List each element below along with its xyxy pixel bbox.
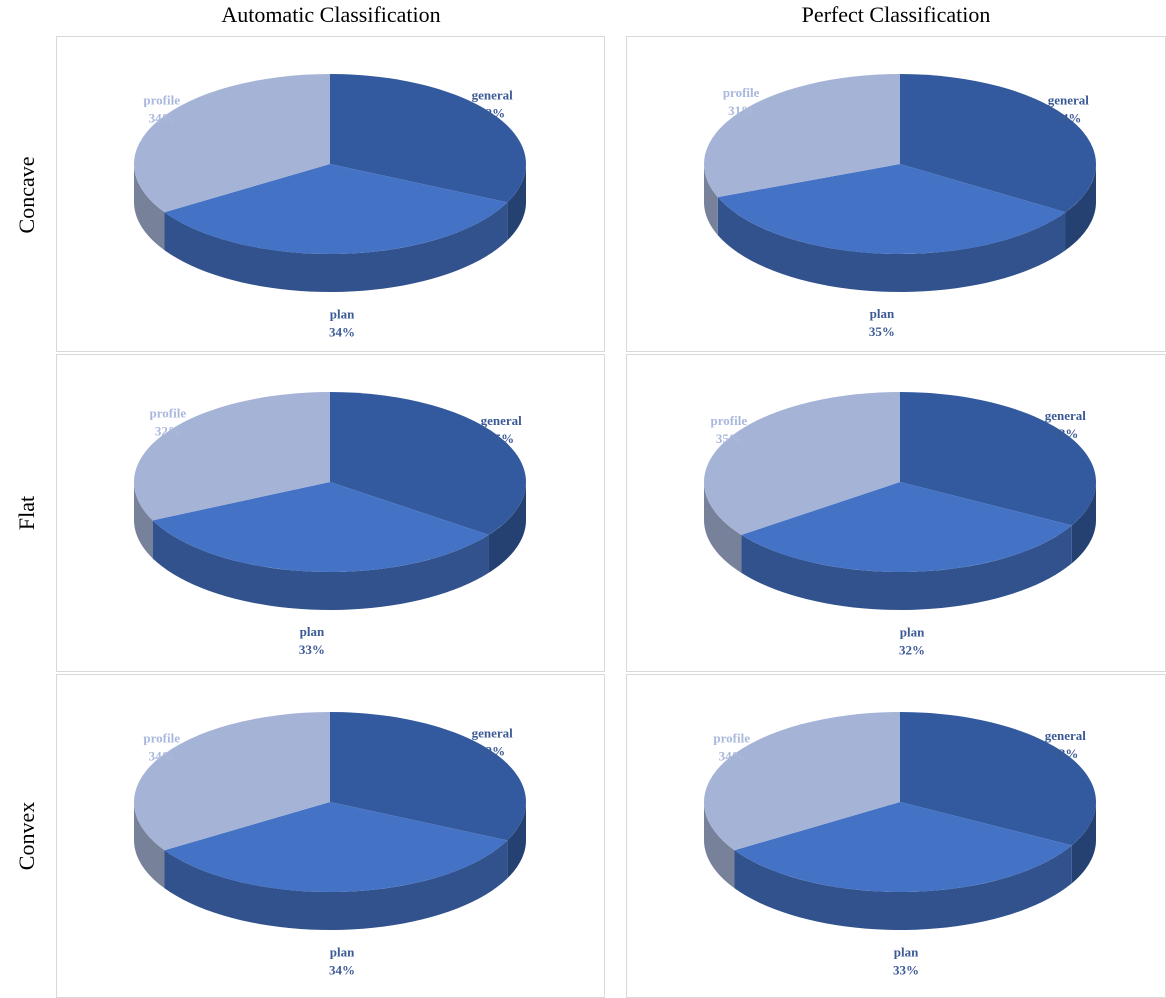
pie-slice [330, 712, 526, 841]
data-label-value: 32% [479, 743, 505, 758]
pie-side [741, 525, 1072, 610]
pie-slice [164, 164, 508, 254]
row-label: Concave [14, 157, 39, 234]
data-label-value: 33% [1052, 746, 1078, 761]
pie-slice [900, 392, 1096, 526]
data-label-name: plan [330, 944, 355, 959]
column-title: Automatic Classification [221, 2, 440, 27]
data-label-name: profile [150, 405, 187, 420]
pie-side [717, 197, 1066, 292]
pie-side [507, 164, 526, 241]
pie-slice [900, 712, 1096, 846]
data-label-value: 34% [329, 324, 355, 339]
chart-panel: general 33% plan 33% profile 34% [626, 674, 1166, 998]
pie-slice [717, 164, 1066, 254]
pie-slice [741, 482, 1072, 572]
data-label-value: 33% [1052, 426, 1078, 441]
data-label-name: plan [300, 624, 325, 639]
pie-side [164, 840, 508, 930]
data-label-value: 34% [719, 748, 745, 763]
data-label-value: 33% [893, 962, 919, 977]
pie-slice [900, 74, 1096, 213]
data-label-value: 32% [479, 105, 505, 120]
pie-side [134, 482, 153, 559]
chart-panel: general 34% plan 35% profile 31% [626, 36, 1166, 352]
pie-side [734, 845, 1072, 930]
data-label-name: general [472, 87, 514, 102]
pie-side [164, 202, 508, 292]
chart-panel: general 33% plan 32% profile 35% [626, 354, 1166, 672]
data-label-name: plan [330, 306, 355, 321]
data-label-value: 34% [329, 962, 355, 977]
data-label-value: 32% [899, 642, 925, 657]
pie-slice [164, 802, 508, 892]
pie-slice [704, 74, 900, 198]
pie-slice [133, 392, 330, 521]
data-label-name: plan [870, 306, 895, 321]
data-label-name: profile [143, 730, 180, 745]
pie-slice [734, 802, 1072, 892]
pie-side [704, 802, 735, 889]
pie-side [134, 164, 165, 251]
data-label-value: 34% [1055, 110, 1081, 125]
row-label: Convex [14, 802, 39, 870]
pie-side [704, 482, 742, 573]
data-label-value: 34% [149, 110, 175, 125]
data-label-value: 32% [155, 423, 181, 438]
pie-side [507, 802, 526, 879]
panel-border [56, 354, 605, 672]
data-label-name: general [1048, 92, 1090, 107]
pie-side [152, 520, 489, 610]
pie-side [1065, 164, 1096, 251]
pie-side [1071, 482, 1096, 564]
pie-slice [704, 712, 900, 851]
pie-slice [330, 74, 526, 203]
data-label-name: profile [711, 413, 748, 428]
chart-panel: general 32% plan 34% profile 34% [56, 674, 605, 998]
data-label-value: 31% [728, 103, 754, 118]
pie-side [1071, 802, 1096, 884]
pie-slice [134, 712, 330, 851]
pie-side [704, 164, 718, 236]
data-label-name: general [1045, 408, 1087, 423]
data-label-name: profile [143, 92, 180, 107]
row-label: Flat [14, 496, 39, 530]
data-label-name: general [481, 413, 523, 428]
data-label-value: 35% [869, 324, 895, 339]
pie-slice [330, 392, 526, 535]
data-label-value: 35% [716, 431, 742, 446]
data-label-name: plan [900, 624, 925, 639]
data-label-value: 34% [149, 748, 175, 763]
chart-panel: general 32% plan 34% profile 34% [56, 36, 605, 352]
data-label-name: profile [723, 85, 760, 100]
data-label-name: general [472, 725, 514, 740]
data-label-name: general [1045, 728, 1087, 743]
pie-slice [134, 74, 330, 213]
data-label-name: profile [713, 730, 750, 745]
panel-border [56, 36, 605, 352]
data-label-name: plan [894, 944, 919, 959]
data-label-value: 33% [299, 642, 325, 657]
pie-side [134, 802, 165, 889]
data-label-value: 35% [488, 431, 514, 446]
column-title: Perfect Classification [802, 2, 991, 27]
chart-panel: general 35% plan 33% profile 32% [56, 354, 605, 672]
pie-slice [152, 482, 489, 572]
pie-side [488, 482, 526, 573]
pie-slice [704, 392, 900, 535]
